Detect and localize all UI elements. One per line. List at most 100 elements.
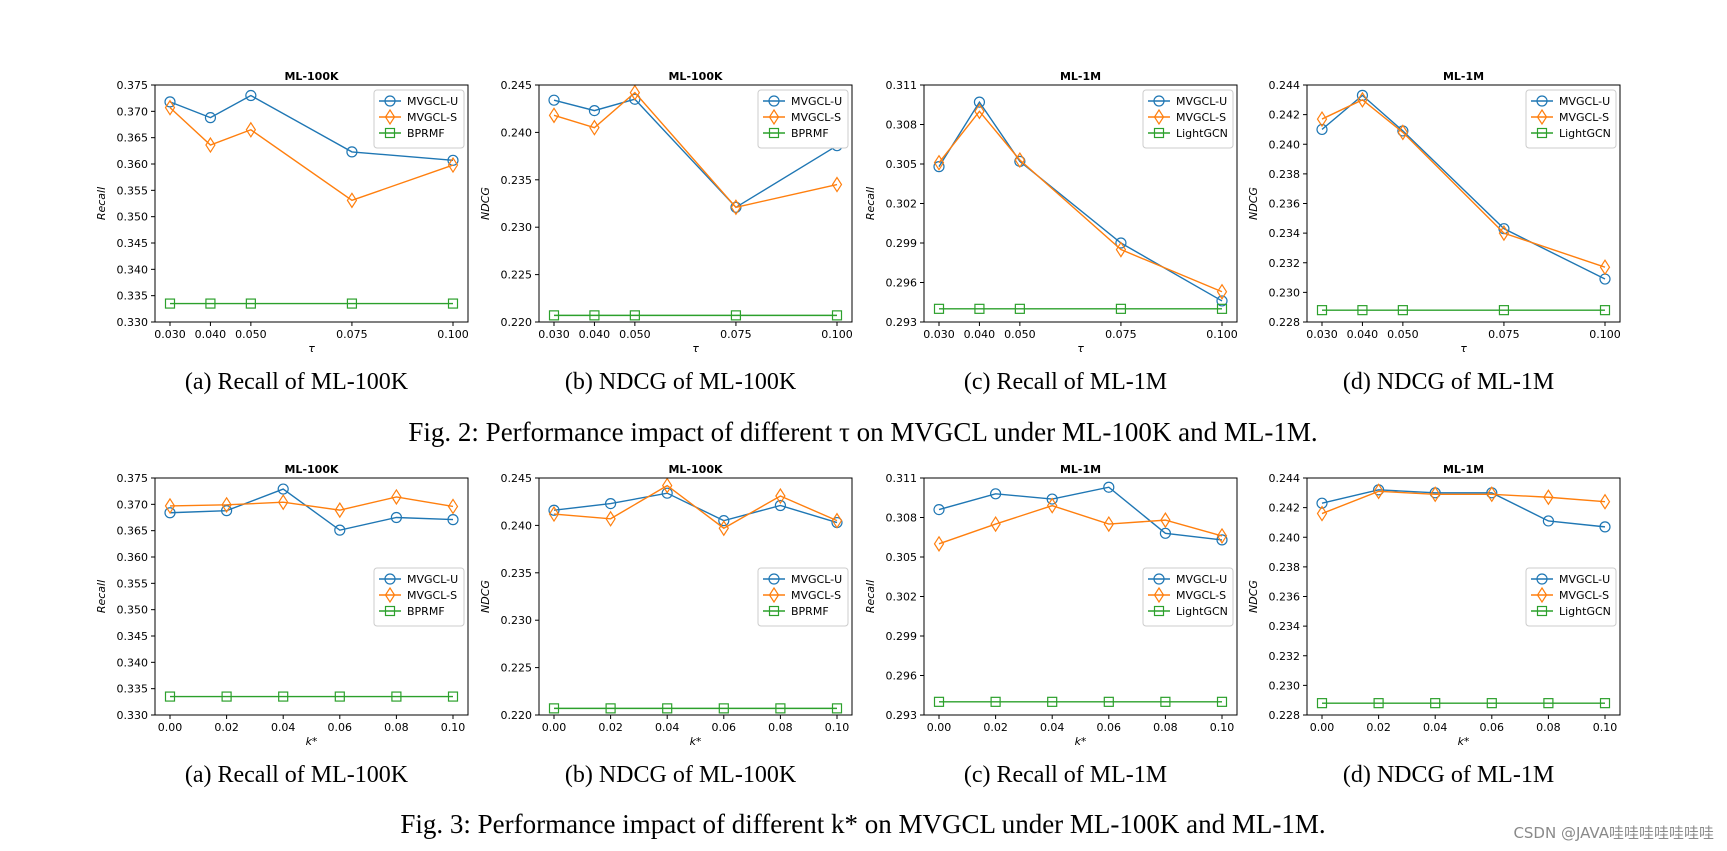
series-bprmf [164, 691, 459, 702]
x-tick-label: 0.075 [336, 328, 368, 341]
data-point [447, 691, 459, 702]
x-tick-label: 0.050 [1004, 328, 1036, 341]
series-lightgcn [933, 303, 1228, 314]
y-tick-label: 0.230 [1269, 679, 1301, 692]
y-tick-label: 0.345 [117, 630, 149, 643]
series-line [1321, 489, 1606, 528]
legend-label: MVGCL-U [1176, 573, 1227, 586]
x-tick-label: 0.02 [1366, 721, 1391, 734]
series-mvgcl-s [1316, 91, 1611, 276]
legend: MVGCL-U MVGCL-S LightGCN [1525, 567, 1617, 627]
data-point [775, 487, 786, 505]
data-point [718, 703, 729, 714]
data-point [933, 504, 945, 516]
x-tick-label: 0.10 [441, 721, 466, 734]
x-tick-label: 0.02 [983, 721, 1008, 734]
x-tick-label: 0.04 [655, 721, 680, 734]
chart-title: ML-1M [1060, 463, 1101, 476]
data-point [245, 298, 256, 309]
legend-label: MVGCL-U [791, 95, 842, 108]
x-axis-label: τ [308, 342, 315, 355]
legend-marker [1153, 605, 1165, 617]
chart-7: ML-1M 0.293 0.296 0.299 0.302 0.305 0.308 0.311… [864, 463, 1238, 788]
data-point [548, 310, 560, 321]
y-tick-label: 0.365 [117, 132, 149, 145]
y-tick-label: 0.305 [886, 551, 918, 564]
data-point [1216, 696, 1228, 707]
data-point [589, 119, 600, 136]
subfigure-caption: (b) NDCG of ML-100K [565, 762, 797, 788]
subfigure-caption: (c) Recall of ML-1M [964, 762, 1167, 788]
data-point [164, 298, 176, 309]
figure-3-caption: Fig. 3: Performance impact of different … [400, 809, 1325, 839]
chart-6: ML-100K 0.220 0.225 0.230 0.235 0.240 0.245 0.0… [479, 463, 853, 788]
x-tick-label: 0.06 [1097, 721, 1122, 734]
data-point [1498, 225, 1510, 242]
chart-title: ML-1M [1443, 70, 1484, 83]
y-tick-label: 0.293 [886, 316, 918, 329]
data-point [221, 505, 233, 517]
legend-marker [768, 127, 780, 139]
legend-label: MVGCL-U [791, 573, 842, 586]
legend-marker [384, 127, 396, 139]
y-tick-label: 0.225 [501, 269, 533, 282]
data-point [1599, 493, 1611, 510]
data-point [346, 192, 358, 209]
y-axis-label: Recall [95, 580, 108, 613]
legend-marker [768, 573, 780, 585]
series-bprmf [164, 298, 459, 309]
legend: MVGCL-U MVGCL-S LightGCN [1142, 567, 1234, 627]
y-tick-label: 0.370 [117, 105, 149, 118]
x-tick-label: 0.050 [619, 328, 651, 341]
legend-label: MVGCL-U [1176, 95, 1227, 108]
data-point [548, 94, 560, 106]
data-point [391, 488, 402, 506]
x-tick-label: 0.10 [1210, 721, 1235, 734]
data-point [718, 515, 730, 527]
y-tick-label: 0.245 [501, 79, 533, 92]
subfigure-caption: (d) NDCG of ML-1M [1343, 762, 1554, 788]
data-point [605, 703, 616, 714]
series-line [169, 107, 454, 202]
y-tick-label: 0.340 [117, 656, 149, 669]
y-tick-label: 0.238 [1269, 168, 1301, 181]
series-line [553, 484, 838, 530]
data-point [1046, 493, 1058, 505]
data-point [1046, 497, 1058, 514]
legend: MVGCL-U MVGCL-S BPRMF [373, 567, 465, 627]
data-point [346, 298, 358, 309]
y-tick-label: 0.335 [117, 290, 149, 303]
x-tick-label: 0.04 [271, 721, 296, 734]
y-tick-label: 0.299 [886, 630, 918, 643]
legend: MVGCL-U MVGCL-S BPRMF [757, 89, 849, 149]
data-point [164, 99, 176, 116]
y-tick-label: 0.308 [886, 512, 918, 525]
data-point [447, 498, 459, 515]
data-point [1599, 259, 1611, 276]
y-tick-label: 0.234 [1269, 227, 1301, 240]
y-tick-label: 0.350 [117, 604, 149, 617]
y-tick-label: 0.330 [117, 316, 149, 329]
y-tick-label: 0.225 [501, 662, 533, 675]
y-tick-label: 0.244 [1269, 79, 1301, 92]
series-bprmf [548, 310, 843, 321]
series-mvgcl-s [933, 497, 1228, 552]
data-point [730, 310, 742, 321]
data-point [1373, 698, 1384, 709]
data-point [164, 507, 176, 519]
series-line [1321, 490, 1606, 515]
chart-title: ML-1M [1443, 463, 1484, 476]
data-point [1357, 305, 1368, 316]
legend-marker [384, 586, 396, 604]
data-point [933, 303, 945, 314]
data-point [1216, 295, 1228, 307]
data-point [831, 176, 843, 193]
x-tick-label: 0.00 [158, 721, 183, 734]
chart-title: ML-100K [284, 463, 338, 476]
plot-frame [1306, 84, 1621, 323]
data-point [718, 520, 730, 537]
legend-label: MVGCL-U [407, 573, 458, 586]
data-point [548, 504, 560, 516]
x-tick-label: 0.030 [923, 328, 955, 341]
